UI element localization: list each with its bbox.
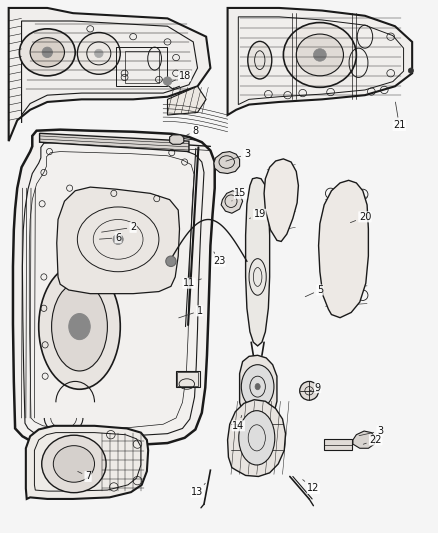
Text: 21: 21: [393, 102, 406, 131]
Polygon shape: [39, 133, 189, 151]
Ellipse shape: [113, 234, 123, 245]
Polygon shape: [264, 159, 298, 241]
Polygon shape: [246, 177, 270, 346]
Bar: [116, 47, 167, 86]
Text: 13: 13: [191, 483, 205, 497]
Text: 3: 3: [359, 426, 383, 436]
Text: 2: 2: [102, 222, 136, 232]
Ellipse shape: [42, 435, 106, 492]
Ellipse shape: [19, 29, 75, 76]
Ellipse shape: [255, 384, 260, 390]
Polygon shape: [57, 187, 180, 294]
Bar: [177, 372, 198, 385]
Polygon shape: [9, 8, 210, 141]
Polygon shape: [214, 151, 240, 174]
Ellipse shape: [53, 446, 95, 482]
Text: 12: 12: [303, 480, 320, 494]
Ellipse shape: [408, 68, 413, 73]
Polygon shape: [26, 426, 148, 499]
Bar: [324, 439, 352, 450]
Ellipse shape: [78, 33, 120, 74]
Ellipse shape: [166, 256, 176, 266]
Polygon shape: [318, 180, 368, 318]
Ellipse shape: [239, 410, 275, 465]
Text: 1: 1: [179, 306, 203, 318]
Polygon shape: [221, 191, 243, 213]
Text: 9: 9: [310, 383, 321, 393]
Ellipse shape: [95, 49, 103, 58]
Bar: [176, 371, 200, 386]
Polygon shape: [167, 86, 206, 115]
Text: 22: 22: [363, 435, 382, 445]
Text: 7: 7: [78, 471, 91, 481]
Text: 15: 15: [232, 188, 247, 201]
Ellipse shape: [241, 365, 274, 409]
Ellipse shape: [52, 282, 107, 371]
Text: 6: 6: [99, 233, 121, 243]
Text: 8: 8: [183, 126, 198, 137]
Text: 11: 11: [183, 278, 201, 288]
Ellipse shape: [314, 49, 326, 61]
Ellipse shape: [300, 382, 318, 400]
Polygon shape: [228, 8, 412, 115]
Text: 20: 20: [350, 212, 371, 223]
Polygon shape: [13, 130, 215, 447]
Polygon shape: [265, 191, 272, 205]
Ellipse shape: [69, 313, 90, 340]
Text: 23: 23: [213, 252, 225, 266]
Text: 5: 5: [305, 285, 323, 297]
Polygon shape: [353, 431, 376, 448]
Text: 3: 3: [226, 149, 250, 161]
Ellipse shape: [30, 38, 64, 67]
Ellipse shape: [296, 34, 343, 76]
Ellipse shape: [283, 22, 357, 87]
Polygon shape: [170, 135, 184, 144]
Text: 14: 14: [232, 415, 244, 431]
Bar: [124, 51, 159, 83]
Ellipse shape: [248, 42, 272, 79]
Ellipse shape: [39, 264, 120, 389]
Polygon shape: [228, 400, 286, 477]
Ellipse shape: [163, 77, 172, 85]
Ellipse shape: [42, 47, 53, 58]
Text: 19: 19: [250, 209, 266, 219]
Polygon shape: [240, 356, 277, 421]
Text: 18: 18: [172, 71, 191, 82]
